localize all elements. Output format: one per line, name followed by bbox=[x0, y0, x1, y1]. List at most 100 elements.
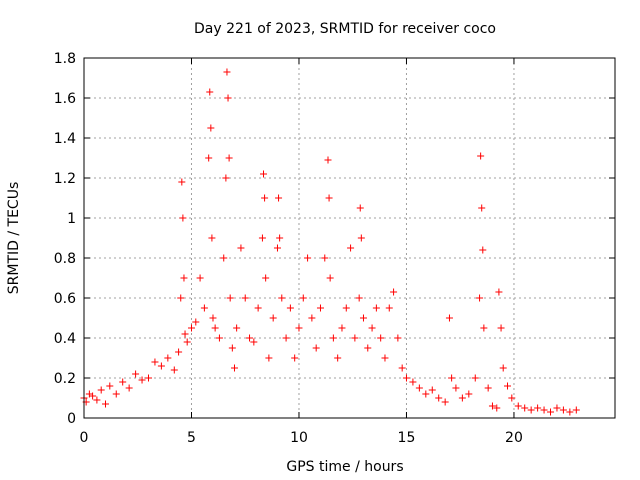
data-point bbox=[164, 354, 172, 362]
data-point bbox=[394, 334, 402, 342]
y-tick-label: 1 bbox=[67, 211, 76, 227]
data-point bbox=[504, 382, 512, 390]
data-point bbox=[299, 294, 307, 302]
y-tick-label: 1.2 bbox=[54, 171, 76, 187]
data-point bbox=[205, 154, 213, 162]
data-point bbox=[282, 334, 290, 342]
data-point bbox=[478, 204, 486, 212]
y-tick-label: 0.6 bbox=[54, 291, 76, 307]
data-point bbox=[325, 194, 333, 202]
data-point bbox=[215, 334, 223, 342]
data-point bbox=[441, 398, 449, 406]
data-point bbox=[258, 234, 266, 242]
data-point bbox=[480, 324, 488, 332]
data-point bbox=[316, 304, 324, 312]
data-point bbox=[276, 234, 284, 242]
data-point bbox=[304, 254, 312, 262]
data-point bbox=[250, 338, 258, 346]
y-tick-label: 0.2 bbox=[54, 371, 76, 387]
data-point bbox=[269, 314, 277, 322]
data-point bbox=[179, 214, 187, 222]
data-point bbox=[273, 244, 281, 252]
data-point bbox=[347, 244, 355, 252]
data-point bbox=[385, 304, 393, 312]
data-point bbox=[93, 396, 101, 404]
data-point bbox=[390, 288, 398, 296]
plot-frame bbox=[83, 57, 616, 419]
data-point bbox=[553, 404, 561, 412]
data-point bbox=[233, 324, 241, 332]
data-point bbox=[566, 408, 574, 416]
data-point bbox=[428, 386, 436, 394]
data-point bbox=[448, 374, 456, 382]
data-point bbox=[237, 244, 245, 252]
x-tick-label: 15 bbox=[398, 430, 416, 446]
data-point bbox=[329, 334, 337, 342]
data-point bbox=[178, 178, 186, 186]
data-point bbox=[125, 384, 133, 392]
data-point bbox=[265, 354, 273, 362]
data-point bbox=[226, 294, 234, 302]
data-point bbox=[540, 406, 548, 414]
data-point bbox=[326, 274, 334, 282]
data-point bbox=[112, 390, 120, 398]
grid bbox=[84, 58, 615, 418]
data-point bbox=[223, 68, 231, 76]
data-point bbox=[175, 348, 183, 356]
data-point bbox=[497, 324, 505, 332]
data-point bbox=[351, 334, 359, 342]
data-point bbox=[97, 386, 105, 394]
data-point bbox=[377, 334, 385, 342]
data-point bbox=[138, 376, 146, 384]
data-point bbox=[484, 384, 492, 392]
y-tick-label: 1.8 bbox=[54, 51, 76, 67]
data-point bbox=[106, 382, 114, 390]
data-point bbox=[260, 170, 268, 178]
data-point bbox=[342, 304, 350, 312]
y-tick-label: 1.6 bbox=[54, 91, 76, 107]
data-point bbox=[471, 374, 479, 382]
y-tick-label: 0.8 bbox=[54, 251, 76, 267]
data-point bbox=[187, 324, 195, 332]
data-point bbox=[196, 274, 204, 282]
data-point bbox=[465, 390, 473, 398]
data-point bbox=[224, 94, 232, 102]
data-point bbox=[493, 404, 501, 412]
data-point bbox=[132, 370, 140, 378]
data-point bbox=[409, 378, 417, 386]
data-point bbox=[220, 254, 228, 262]
data-point bbox=[359, 314, 367, 322]
y-axis-label: SRMTID / TECUs bbox=[6, 182, 22, 295]
data-point bbox=[372, 304, 380, 312]
data-point bbox=[222, 174, 230, 182]
data-point bbox=[89, 392, 97, 400]
chart-title: Day 221 of 2023, SRMTID for receiver coc… bbox=[194, 21, 496, 37]
data-point bbox=[208, 234, 216, 242]
data-point bbox=[177, 294, 185, 302]
data-point bbox=[334, 354, 342, 362]
data-point bbox=[286, 304, 294, 312]
data-point bbox=[476, 294, 484, 302]
data-point bbox=[206, 88, 214, 96]
data-points bbox=[80, 68, 580, 416]
data-point bbox=[295, 324, 303, 332]
data-point bbox=[308, 314, 316, 322]
data-point bbox=[209, 314, 217, 322]
data-point bbox=[499, 364, 507, 372]
data-point bbox=[402, 374, 410, 382]
data-point bbox=[559, 406, 567, 414]
y-tick-label: 1.4 bbox=[54, 131, 76, 147]
data-point bbox=[527, 406, 535, 414]
data-point bbox=[422, 390, 430, 398]
data-point bbox=[312, 344, 320, 352]
data-point bbox=[521, 404, 529, 412]
data-point bbox=[338, 324, 346, 332]
data-point bbox=[207, 124, 215, 132]
x-tick-label: 5 bbox=[187, 430, 196, 446]
data-point bbox=[230, 364, 238, 372]
y-tick-label: 0 bbox=[67, 411, 76, 427]
data-point bbox=[495, 288, 503, 296]
data-point bbox=[192, 318, 200, 326]
x-tick-label: 0 bbox=[80, 430, 89, 446]
